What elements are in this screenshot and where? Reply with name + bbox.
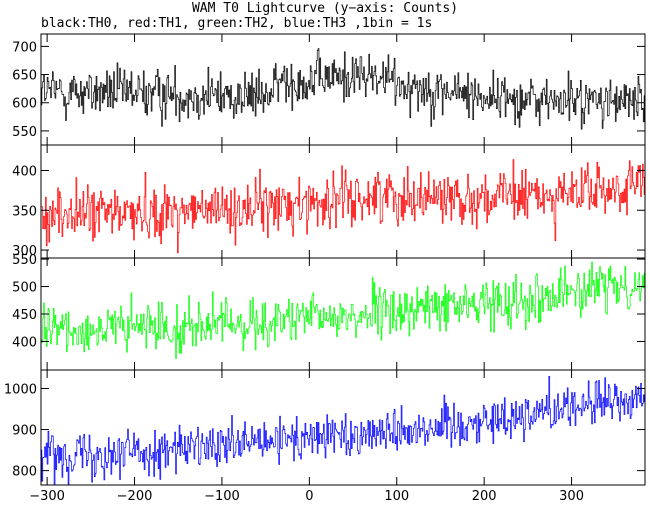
lightcurve-trace-th0 <box>41 48 645 130</box>
x-tick-label: 200 <box>472 489 497 504</box>
y-tick-label-th1: 400 <box>12 164 37 179</box>
x-tick-label: −300 <box>29 489 65 504</box>
lightcurve-trace-th3 <box>41 375 645 485</box>
x-tick-label: 0 <box>305 489 313 504</box>
y-tick-label-th0: 550 <box>12 125 37 140</box>
y-tick-label-th2: 500 <box>12 281 37 296</box>
y-tick-label-th1: 350 <box>12 204 37 219</box>
x-tick-label: −200 <box>117 489 153 504</box>
chart-subtitle: black:TH0, red:TH1, green:TH2, blue:TH3 … <box>41 16 433 31</box>
y-tick-label-th0: 650 <box>12 69 37 84</box>
x-tick-label: 100 <box>384 489 409 504</box>
y-tick-label-th0: 700 <box>12 40 37 55</box>
y-tick-label-th2: 550 <box>12 253 37 268</box>
chart-title: WAM T0 Lightcurve (y−axis: Counts) <box>191 1 459 16</box>
y-tick-label-th3: 900 <box>12 424 37 439</box>
x-tick-label: 300 <box>559 489 584 504</box>
y-tick-label-th3: 800 <box>12 465 37 480</box>
x-tick-label: −100 <box>204 489 240 504</box>
panel-frame-th3 <box>40 369 646 486</box>
y-tick-label-th2: 450 <box>12 308 37 323</box>
y-tick-label-th3: 1000 <box>4 382 37 397</box>
lightcurve-trace-th1 <box>41 159 645 254</box>
y-tick-label-th1: 300 <box>12 244 37 259</box>
lightcurve-trace-th2 <box>41 261 645 359</box>
y-tick-label-th2: 400 <box>12 335 37 350</box>
y-tick-label-th0: 600 <box>12 97 37 112</box>
